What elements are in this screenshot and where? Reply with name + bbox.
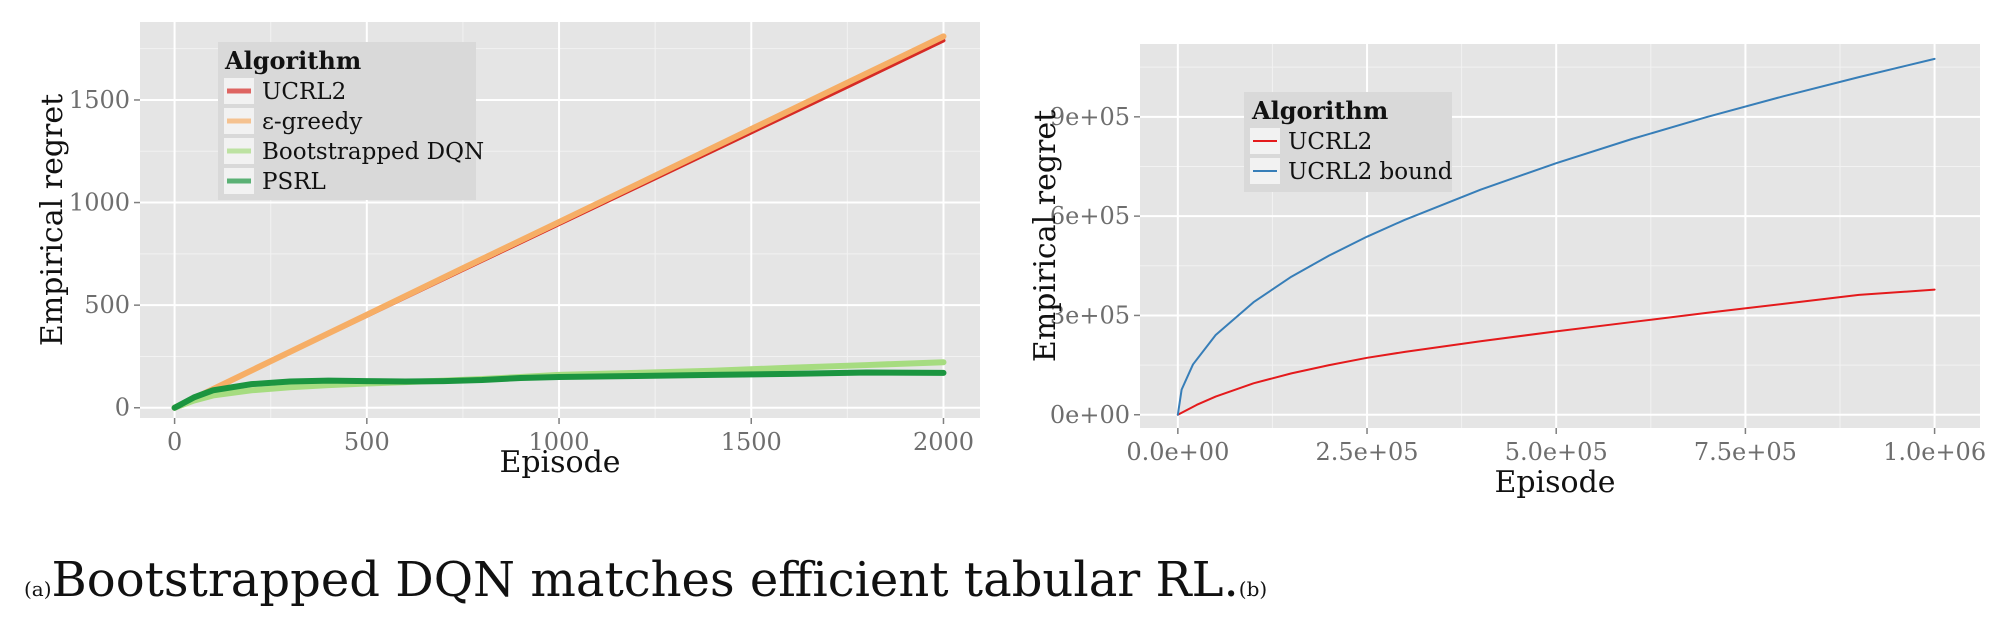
legend-items-a: UCRL2 ε-greedy Bootstrapped DQN PSRL bbox=[224, 78, 484, 195]
figure-caption: (a)Bootstrapped DQN matches efficient ta… bbox=[24, 552, 1267, 608]
y-tick-label: 500 bbox=[84, 291, 130, 319]
caption-text: Bootstrapped DQN matches efficient tabul… bbox=[51, 552, 1239, 608]
y-tick-label: 3e+05 bbox=[1050, 301, 1130, 329]
chart-panel-a: 0 500 1000 1500 2000 0 500 1000 1500 Episode Em… bbox=[35, 22, 980, 480]
x-tick-label: 2.5e+05 bbox=[1316, 438, 1419, 466]
y-tick-label: 0 bbox=[115, 394, 130, 422]
x-tick-label: 0.0e+00 bbox=[1126, 438, 1229, 466]
y-axis-title-a: Empirical regret bbox=[35, 94, 70, 346]
series-a bbox=[171, 33, 947, 411]
y-tick-label: 1500 bbox=[69, 86, 130, 114]
series-line-1 bbox=[1176, 57, 1936, 416]
x-tick-label: 1500 bbox=[721, 428, 782, 456]
series-line-1 bbox=[171, 33, 947, 411]
x-tick-label: 500 bbox=[344, 428, 390, 456]
y-tick-label: 1000 bbox=[69, 189, 130, 217]
legend-title-a: Algorithm bbox=[224, 46, 361, 75]
x-tick-label: 0 bbox=[167, 428, 182, 456]
x-tick-label: 5.0e+05 bbox=[1505, 438, 1608, 466]
legend-items-b: UCRL2 UCRL2 bound bbox=[1250, 128, 1453, 185]
legend-label: UCRL2 bbox=[1288, 129, 1372, 155]
legend-title-b: Algorithm bbox=[1251, 96, 1388, 125]
caption-label-a: (a) bbox=[24, 577, 52, 601]
x-tick-label: 1000 bbox=[528, 428, 589, 456]
y-tick-label: 0e+00 bbox=[1050, 401, 1130, 429]
x-ticks-a: 0 500 1000 1500 2000 bbox=[167, 418, 974, 456]
y-tick-label: 9e+05 bbox=[1050, 103, 1130, 131]
legend-label: UCRL2 bound bbox=[1288, 159, 1453, 185]
y-axis-title-b: Empirical regret bbox=[1028, 110, 1063, 362]
legend-label: ε-greedy bbox=[262, 109, 362, 135]
series-line-0 bbox=[1176, 288, 1936, 416]
y-tick-label: 6e+05 bbox=[1050, 202, 1130, 230]
series-line-3 bbox=[171, 369, 947, 411]
legend-label: Bootstrapped DQN bbox=[262, 139, 484, 165]
grid-b bbox=[1140, 44, 1980, 428]
y-ticks-b: 0e+00 3e+05 6e+05 9e+05 bbox=[1050, 103, 1140, 429]
x-tick-label: 1.0e+06 bbox=[1883, 438, 1986, 466]
legend-b: Algorithm UCRL2 UCRL2 bound bbox=[1244, 92, 1453, 192]
legend-label: PSRL bbox=[262, 169, 326, 195]
x-ticks-b: 0.0e+00 2.5e+05 5.0e+05 7.5e+05 1.0e+06 bbox=[1126, 428, 1986, 466]
legend-label: UCRL2 bbox=[262, 79, 346, 105]
series-b bbox=[1176, 57, 1936, 416]
legend-a: Algorithm UCRL2 ε-greedy Bootstrapped DQN P… bbox=[218, 42, 484, 200]
x-axis-title-b: Episode bbox=[1494, 465, 1615, 500]
x-tick-label: 2000 bbox=[913, 428, 974, 456]
y-ticks-a: 0 500 1000 1500 bbox=[69, 86, 140, 422]
x-axis-title-a: Episode bbox=[499, 445, 620, 480]
legend-box-a bbox=[218, 42, 476, 200]
chart-panel-b: 0.0e+00 2.5e+05 5.0e+05 7.5e+05 1.0e+06 0e+0… bbox=[1028, 44, 1986, 500]
x-tick-label: 7.5e+05 bbox=[1694, 438, 1797, 466]
caption-label-b: (b) bbox=[1238, 577, 1268, 601]
